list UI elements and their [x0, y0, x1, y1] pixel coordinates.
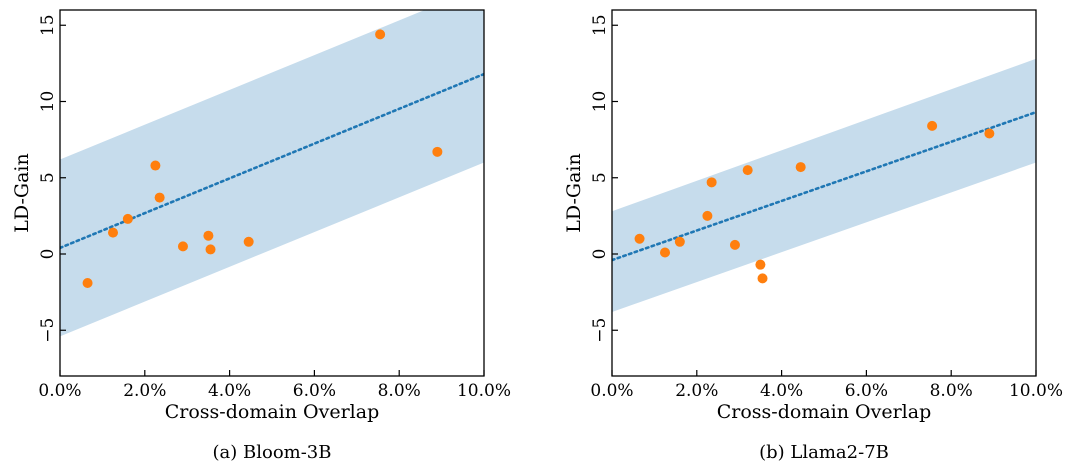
axes-frame	[611, 9, 1037, 377]
data-point	[755, 259, 766, 270]
x-tick-label: 8.0%	[930, 381, 973, 401]
y-tick-label: 5	[590, 172, 610, 183]
y-tick-label: 10	[38, 91, 58, 113]
data-point	[82, 277, 93, 288]
data-point	[702, 210, 713, 221]
x-axis-title: Cross-domain Overlap	[717, 401, 931, 423]
data-point	[154, 192, 165, 203]
data-point	[674, 236, 685, 247]
chart-caption: (a) Bloom-3B	[213, 442, 332, 463]
data-point	[706, 177, 717, 188]
y-tick-label: 15	[590, 14, 610, 36]
y-axis-title: LD-Gain	[11, 153, 33, 232]
data-point	[243, 236, 254, 247]
data-point	[795, 162, 806, 173]
y-tick-label: 0	[38, 249, 58, 260]
chart-panel-1: 0.0% 2.0% 4.0% 6.0% 8.0% 10.0% −5 0 5 10 15 Cross-d…	[563, 9, 1063, 463]
x-tick-label: 0.0%	[38, 381, 81, 401]
data-point	[432, 146, 443, 157]
x-tick-label: 10.0%	[457, 381, 511, 401]
data-point	[742, 165, 753, 176]
x-tick-label: 10.0%	[1009, 381, 1063, 401]
regression-line	[60, 72, 484, 250]
x-tick-label: 4.0%	[760, 381, 803, 401]
x-tick-label: 2.0%	[123, 381, 166, 401]
data-point	[660, 247, 670, 258]
y-tick-label: −5	[590, 318, 610, 343]
data-point	[984, 128, 995, 139]
axes-frame	[59, 9, 485, 377]
confidence-band	[60, 10, 484, 337]
plot-area	[612, 58, 1036, 312]
chart-caption: (b) Llama2-7B	[759, 442, 889, 463]
x-tick-label: 6.0%	[845, 381, 888, 401]
data-point	[203, 230, 214, 241]
data-point	[634, 233, 645, 244]
y-tick-label: 5	[38, 172, 58, 183]
chart-panel-0: 0.0% 2.0% 4.0% 6.0% 8.0% 10.0% −5 0 5 10 15 Cross-d…	[11, 9, 511, 463]
data-point	[150, 160, 161, 171]
plot-area	[60, 10, 484, 337]
regression-line	[612, 110, 1036, 262]
data-point	[729, 239, 740, 250]
x-tick-label: 2.0%	[675, 381, 718, 401]
data-point	[927, 120, 938, 131]
y-tick-label: 15	[38, 14, 58, 36]
data-point	[375, 29, 386, 40]
x-tick-label: 0.0%	[590, 381, 633, 401]
y-axis-title: LD-Gain	[563, 153, 585, 232]
x-tick-label: 4.0%	[208, 381, 251, 401]
y-tick-label: 0	[590, 249, 610, 260]
y-tick-label: −5	[38, 318, 58, 343]
data-point	[177, 241, 188, 252]
data-point	[122, 213, 133, 224]
y-tick-label: 10	[590, 91, 610, 113]
data-point	[205, 244, 216, 255]
x-tick-label: 8.0%	[378, 381, 421, 401]
x-tick-label: 6.0%	[293, 381, 336, 401]
data-point	[757, 273, 768, 284]
data-point	[108, 227, 118, 238]
x-axis-title: Cross-domain Overlap	[165, 401, 379, 423]
